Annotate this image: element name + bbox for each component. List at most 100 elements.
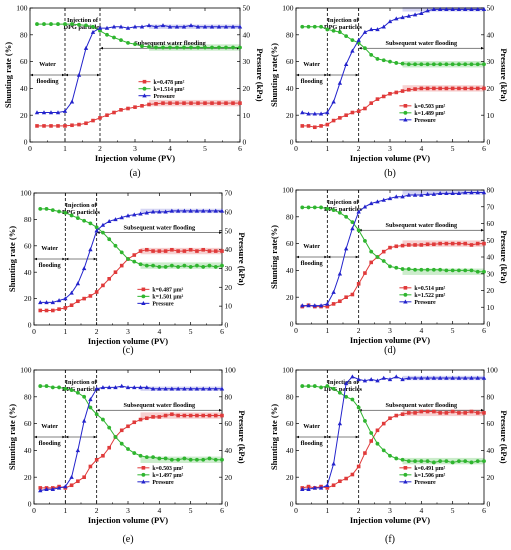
data-point-pressure [56, 485, 62, 490]
data-point-pressure [50, 486, 55, 491]
series-line-pressure [37, 24, 240, 114]
data-point-pressure [306, 486, 311, 491]
data-point-high_k [406, 267, 411, 271]
data-point-pressure [312, 485, 317, 490]
data-point-pressure [100, 385, 106, 390]
data-point-pressure [97, 25, 103, 30]
data-point-low_k [394, 244, 399, 249]
data-point-pressure [300, 486, 305, 491]
data-point-high_k [147, 44, 151, 49]
data-point-high_k [419, 267, 424, 272]
chart-panel-e: 0 1 2 3 4 5 6020406080100020406080100Injection… [7, 366, 247, 545]
data-point-low_k [432, 242, 436, 247]
data-point-high_k [475, 269, 480, 274]
data-point-pressure [406, 375, 411, 380]
data-point-low_k [49, 124, 53, 128]
legend-swatch-marker [403, 104, 408, 108]
data-point-high_k [182, 45, 186, 50]
y2-tick-label: 20 [487, 286, 495, 295]
data-point-low_k [69, 303, 74, 307]
data-point-high_k [75, 216, 80, 220]
y-axis-title: Shunting rate (%) [7, 404, 17, 470]
data-point-low_k [91, 118, 95, 123]
y-axis-title: Shunting rate(%) [269, 43, 279, 107]
data-point-pressure [163, 209, 168, 214]
data-point-low_k [76, 299, 80, 304]
data-point-low_k [151, 249, 155, 253]
data-point-pressure [167, 24, 173, 29]
y-axis-title: Shunting rate (%) [3, 42, 13, 108]
data-point-high_k [119, 38, 123, 43]
data-point-low_k [82, 475, 86, 479]
y-tick-label: 0 [290, 500, 294, 509]
data-point-high_k [444, 459, 449, 464]
y2-tick-label: 80 [487, 392, 495, 401]
data-point-low_k [147, 102, 151, 107]
data-point-pressure [219, 386, 225, 391]
data-point-pressure [50, 300, 55, 305]
data-point-pressure [331, 99, 336, 104]
y-tick-label: 20 [286, 473, 294, 482]
y-tick-label: 60 [24, 419, 32, 428]
data-point-pressure [325, 110, 330, 115]
y2-axis-title: Pressure (kPa) [255, 48, 265, 101]
stage-arrowhead [324, 73, 328, 77]
data-point-low_k [101, 283, 105, 288]
data-point-low_k [363, 106, 367, 111]
data-point-high_k [375, 255, 380, 259]
stage-label-subsequent: Subsequent water flooding [134, 40, 206, 47]
stage-arrowhead [65, 73, 68, 77]
data-point-pressure [343, 246, 349, 251]
x-tick-label: 1 [63, 327, 67, 336]
data-point-pressure [111, 24, 117, 29]
panel-label: (f) [385, 534, 395, 545]
data-point-low_k [88, 294, 93, 298]
data-point-low_k [82, 296, 86, 301]
series-band [140, 456, 222, 463]
data-point-low_k [463, 86, 467, 91]
data-point-high_k [151, 263, 155, 268]
data-point-high_k [306, 384, 311, 388]
stage-arrowhead [93, 257, 97, 261]
y-tick-label: 100 [282, 186, 294, 195]
data-point-high_k [337, 210, 342, 215]
data-point-low_k [238, 101, 242, 105]
stage-arrowhead [324, 435, 328, 439]
data-point-high_k [344, 214, 349, 219]
data-point-low_k [38, 486, 43, 490]
data-point-low_k [482, 241, 486, 246]
legend-swatch-marker [142, 86, 147, 91]
data-point-pressure [56, 298, 62, 303]
data-point-low_k [338, 479, 342, 484]
legend-label: Pressure [414, 300, 436, 306]
data-point-low_k [69, 483, 74, 488]
data-point-pressure [188, 23, 194, 28]
data-point-high_k [475, 459, 480, 464]
data-point-low_k [400, 89, 405, 93]
data-point-pressure [362, 29, 368, 34]
data-point-pressure [113, 385, 118, 390]
stage-label-dpg-injection: DPG particles [64, 24, 102, 31]
data-point-high_k [425, 459, 430, 464]
data-point-high_k [94, 412, 99, 417]
legend-swatch-marker [141, 466, 146, 470]
data-point-pressure [237, 24, 243, 29]
data-point-low_k [325, 486, 330, 490]
data-point-high_k [210, 45, 214, 50]
data-point-pressure [125, 25, 131, 30]
data-point-high_k [38, 384, 43, 388]
data-point-high_k [169, 457, 174, 462]
x-tick-label: 0 [32, 327, 36, 336]
data-point-pressure [481, 375, 487, 380]
data-point-pressure [456, 7, 462, 12]
data-point-low_k [475, 86, 480, 91]
series-line-pressure [302, 376, 484, 490]
data-point-low_k [450, 86, 455, 91]
data-point-high_k [69, 213, 74, 218]
data-point-high_k [431, 460, 436, 465]
data-point-pressure [104, 25, 110, 30]
data-point-low_k [182, 101, 186, 105]
legend-label: k=0.514 μm² [414, 286, 445, 292]
data-point-pressure [325, 482, 330, 487]
